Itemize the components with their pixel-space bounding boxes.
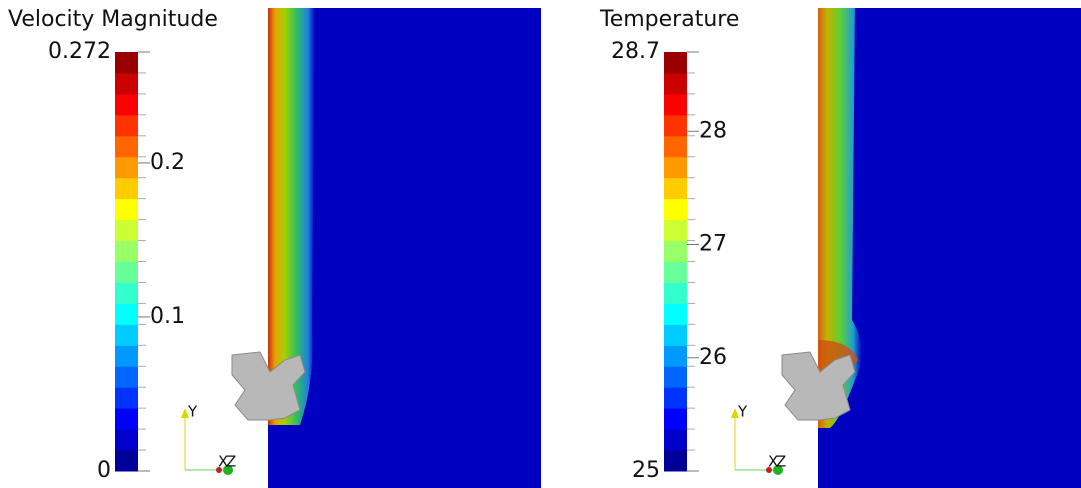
color-band xyxy=(664,94,687,115)
tick-label: 0 xyxy=(97,458,111,483)
triad-label: Y xyxy=(737,403,748,421)
colorbar-title: Velocity Magnitude xyxy=(8,7,218,32)
left-field xyxy=(268,8,541,488)
viewer: Y X Z Y X Z Velocity Magnitude00.10.20.2… xyxy=(0,0,1081,488)
color-band xyxy=(664,199,687,220)
color-band xyxy=(115,387,138,408)
tick-label: 26 xyxy=(699,345,727,370)
color-band xyxy=(115,241,138,262)
color-band xyxy=(115,262,138,283)
tick-label: 0.2 xyxy=(150,150,185,175)
color-band xyxy=(115,157,138,178)
color-band xyxy=(664,324,687,345)
color-band xyxy=(115,324,138,345)
color-band xyxy=(664,345,687,366)
color-band xyxy=(115,366,138,387)
color-band xyxy=(115,199,138,220)
color-band xyxy=(664,136,687,157)
color-band xyxy=(115,220,138,241)
color-band xyxy=(115,52,138,73)
color-band xyxy=(664,157,687,178)
color-band xyxy=(664,282,687,303)
color-band xyxy=(115,94,138,115)
color-band xyxy=(115,345,138,366)
color-band xyxy=(115,136,138,157)
tick-label: 0.1 xyxy=(150,304,185,329)
color-band xyxy=(115,303,138,324)
color-band xyxy=(664,220,687,241)
color-band xyxy=(664,115,687,136)
color-band xyxy=(664,387,687,408)
right-field xyxy=(818,8,1081,488)
color-band xyxy=(664,241,687,262)
color-band xyxy=(115,73,138,94)
color-band xyxy=(115,115,138,136)
color-band xyxy=(664,450,687,471)
color-band xyxy=(664,429,687,450)
tick-label: 0.272 xyxy=(48,39,111,64)
color-band xyxy=(115,450,138,471)
tick-label: 25 xyxy=(632,458,660,483)
color-band xyxy=(664,408,687,429)
triad-label: Y xyxy=(187,403,198,421)
color-band xyxy=(664,262,687,283)
color-band xyxy=(115,429,138,450)
color-band xyxy=(115,408,138,429)
tick-label: 28 xyxy=(699,118,727,143)
triad-label: Z xyxy=(226,453,236,471)
triad-label: Z xyxy=(776,453,786,471)
color-band xyxy=(664,366,687,387)
color-band xyxy=(664,178,687,199)
color-band xyxy=(664,73,687,94)
color-band xyxy=(115,282,138,303)
color-band xyxy=(115,178,138,199)
tick-label: 27 xyxy=(699,232,727,257)
colorbar-title: Temperature xyxy=(599,7,739,32)
color-band xyxy=(664,52,687,73)
color-band xyxy=(664,303,687,324)
tick-label: 28.7 xyxy=(611,39,660,64)
